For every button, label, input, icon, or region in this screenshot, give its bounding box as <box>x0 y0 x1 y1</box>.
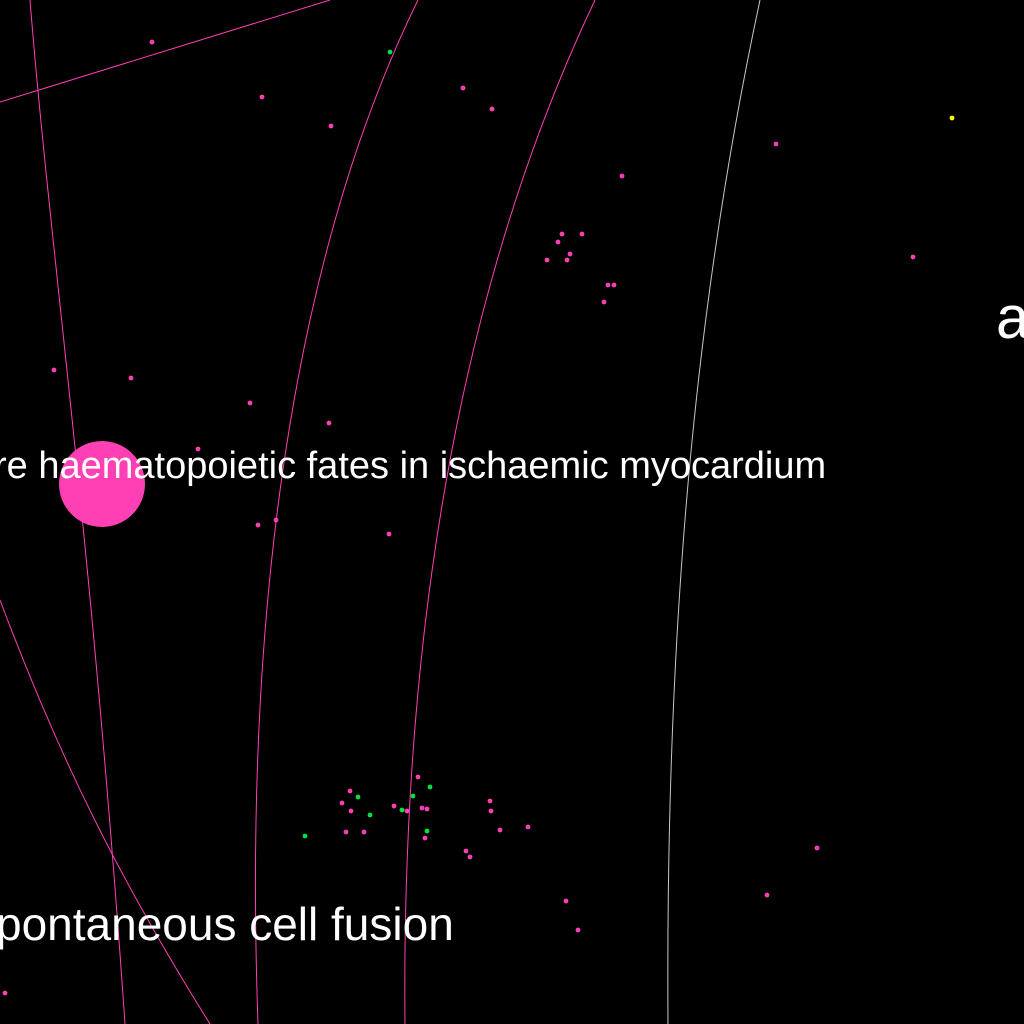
node-label-edge-fragment: a <box>996 284 1024 351</box>
graph-node[interactable] <box>601 299 607 305</box>
graph-node[interactable] <box>343 829 349 835</box>
graph-node[interactable] <box>525 824 531 830</box>
graph-node[interactable] <box>415 774 421 780</box>
graph-node-green[interactable] <box>387 49 393 55</box>
graph-node[interactable] <box>424 806 430 812</box>
graph-node[interactable] <box>422 835 428 841</box>
graph-node[interactable] <box>328 123 334 129</box>
graph-node[interactable] <box>814 845 820 851</box>
graph-node[interactable] <box>339 800 345 806</box>
graph-node-green[interactable] <box>410 793 416 799</box>
graph-edge <box>254 0 419 1024</box>
graph-node[interactable] <box>460 85 466 91</box>
graph-edge <box>404 0 596 1024</box>
graph-node[interactable] <box>273 517 279 523</box>
graph-node-large[interactable] <box>59 441 145 527</box>
graph-node[interactable] <box>467 854 473 860</box>
graph-node[interactable] <box>51 367 57 373</box>
graph-node-green[interactable] <box>427 784 433 790</box>
graph-node[interactable] <box>348 808 354 814</box>
graph-node[interactable] <box>579 231 585 237</box>
graph-node-green[interactable] <box>399 807 405 813</box>
graph-node-yellow[interactable] <box>949 115 955 121</box>
edge-layer <box>0 0 761 1024</box>
graph-node[interactable] <box>463 848 469 854</box>
graph-node[interactable] <box>544 257 550 263</box>
graph-node[interactable] <box>564 257 570 263</box>
graph-edge <box>0 599 211 1024</box>
graph-node[interactable] <box>611 282 617 288</box>
graph-node-green[interactable] <box>367 812 373 818</box>
graph-node[interactable] <box>247 400 253 406</box>
graph-node[interactable] <box>575 927 581 933</box>
graph-node[interactable] <box>361 829 367 835</box>
graph-node[interactable] <box>773 141 779 147</box>
graph-node[interactable] <box>386 531 392 537</box>
graph-node[interactable] <box>195 446 201 452</box>
graph-node[interactable] <box>555 239 561 245</box>
graph-node[interactable] <box>255 522 261 528</box>
graph-node[interactable] <box>347 788 353 794</box>
node-label-cell-fusion: pontaneous cell fusion <box>0 898 454 950</box>
graph-node[interactable] <box>149 39 155 45</box>
graph-node[interactable] <box>563 898 569 904</box>
graph-node[interactable] <box>619 173 625 179</box>
graph-node[interactable] <box>259 94 265 100</box>
graph-node[interactable] <box>910 254 916 260</box>
graph-edge <box>0 0 331 103</box>
graph-node[interactable] <box>567 251 573 257</box>
graph-node[interactable] <box>326 420 332 426</box>
graph-edge <box>29 0 126 1024</box>
graph-node[interactable] <box>2 990 8 996</box>
graph-node[interactable] <box>605 282 611 288</box>
graph-node[interactable] <box>128 375 134 381</box>
graph-node[interactable] <box>487 798 493 804</box>
node-layer <box>2 39 955 996</box>
graph-node[interactable] <box>391 803 397 809</box>
graph-node[interactable] <box>489 106 495 112</box>
graph-node[interactable] <box>488 808 494 814</box>
graph-node-green[interactable] <box>355 794 361 800</box>
graph-node-green[interactable] <box>424 828 430 834</box>
graph-edge <box>667 0 761 1024</box>
node-label-haematopoietic: re haematopoietic fates in ischaemic myo… <box>0 445 827 487</box>
graph-node[interactable] <box>419 805 425 811</box>
graph-node-green[interactable] <box>302 833 308 839</box>
graph-node[interactable] <box>497 827 503 833</box>
graph-node[interactable] <box>404 808 410 814</box>
graph-node[interactable] <box>559 231 565 237</box>
graph-node[interactable] <box>764 892 770 898</box>
